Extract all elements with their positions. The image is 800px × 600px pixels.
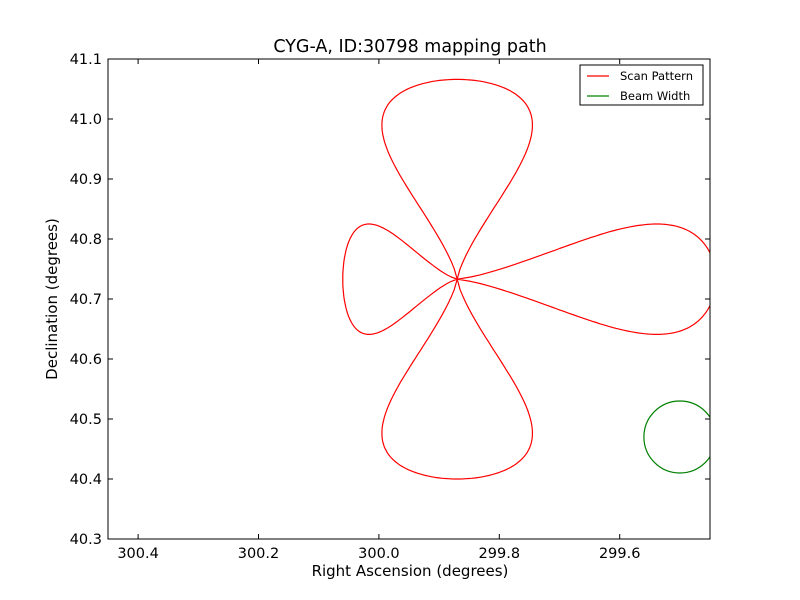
plot-background xyxy=(108,59,710,539)
y-tick-label: 40.8 xyxy=(70,232,102,248)
legend-label-beam-width: Beam Width xyxy=(620,89,690,103)
plot-area xyxy=(107,58,711,540)
x-tick-label: 300.2 xyxy=(238,546,280,562)
x-axis: 300.4 300.2 300.0 299.8 299.6 xyxy=(117,59,640,562)
legend-label-scan-pattern: Scan Pattern xyxy=(620,69,693,83)
legend: Scan Pattern Beam Width xyxy=(579,64,704,106)
y-tick-label: 40.9 xyxy=(70,172,102,188)
scan-pattern-lobe-west xyxy=(342,223,458,335)
chart-title: CYG-A, ID:30798 mapping path xyxy=(273,37,546,57)
x-tick-label: 300.4 xyxy=(117,546,159,562)
series-layer xyxy=(342,78,710,480)
y-tick-label: 40.4 xyxy=(70,472,102,488)
y-tick-label: 40.7 xyxy=(70,292,102,308)
y-tick-label: 40.6 xyxy=(70,352,102,368)
y-axis: 40.3 40.4 40.5 40.6 40.7 40.8 40.9 41.0 41.1 xyxy=(70,52,710,548)
scan-pattern-lobe-south xyxy=(381,279,533,480)
y-tick-label: 41.1 xyxy=(70,52,102,68)
x-tick-label: 299.6 xyxy=(599,546,641,562)
x-axis-title: Right Ascension (degrees) xyxy=(312,562,509,580)
x-tick-label: 300.0 xyxy=(358,546,400,562)
y-tick-label: 40.3 xyxy=(70,532,102,548)
scan-pattern-lobe-east xyxy=(457,223,710,335)
x-tick-label: 299.8 xyxy=(479,546,521,562)
beam-width-circle xyxy=(643,400,710,474)
legend-box xyxy=(579,64,704,106)
scan-pattern-lobe-north xyxy=(381,78,533,280)
y-tick-label: 40.5 xyxy=(70,412,102,428)
y-axis-title: Declination (degrees) xyxy=(43,218,61,380)
y-tick-label: 41.0 xyxy=(70,112,102,128)
